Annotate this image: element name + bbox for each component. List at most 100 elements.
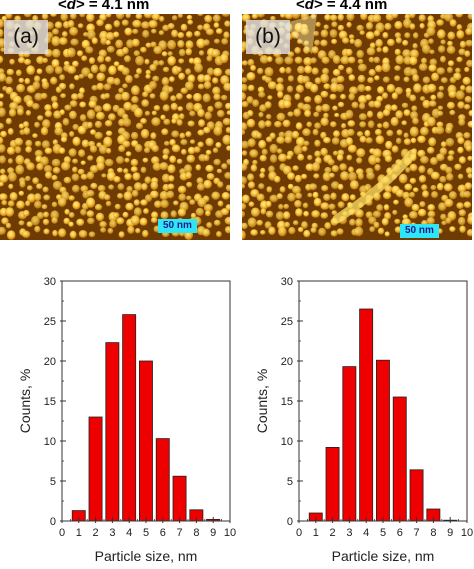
afm-grain [421, 184, 428, 191]
afm-grain [77, 168, 85, 175]
afm-grain [6, 230, 16, 240]
afm-grain [36, 68, 43, 75]
afm-grain [112, 31, 120, 38]
afm-grain [202, 228, 211, 237]
afm-grain [287, 172, 295, 181]
afm-grain [310, 14, 317, 20]
afm-grain [1, 15, 7, 22]
afm-grain [159, 190, 169, 201]
afm-grain [242, 77, 248, 83]
afm-grain [211, 191, 221, 200]
afm-grain [444, 14, 454, 22]
afm-grain [117, 193, 124, 199]
afm-grain [328, 172, 335, 178]
afm-grain [328, 203, 336, 210]
afm-grain [67, 65, 77, 74]
afm-grain [86, 29, 96, 40]
afm-grain [258, 120, 266, 129]
afm-grain [160, 199, 169, 209]
afm-grain [300, 27, 309, 36]
afm-grain [175, 92, 183, 100]
afm-grain [125, 14, 131, 19]
afm-grain [167, 56, 176, 66]
afm-grain [300, 14, 309, 21]
afm-grain [161, 51, 168, 57]
afm-grain [336, 75, 345, 83]
afm-grain [324, 14, 331, 21]
afm-grain [86, 171, 95, 180]
afm-grain [266, 56, 273, 63]
afm-grain [329, 93, 337, 100]
afm-grain [70, 38, 79, 46]
afm-grain [72, 158, 79, 164]
afm-grain [336, 228, 344, 235]
afm-grain [167, 23, 175, 30]
afm-grain [372, 14, 382, 23]
histogram-bar [172, 475, 187, 522]
afm-grain [395, 189, 404, 198]
afm-grain [348, 74, 356, 82]
afm-grain [359, 135, 367, 143]
afm-grain [412, 74, 420, 82]
afm-grain [247, 217, 257, 228]
afm-grain [122, 211, 129, 218]
afm-grain [294, 174, 302, 183]
afm-grain [256, 14, 266, 18]
afm-grain [217, 181, 224, 188]
afm-grain [327, 158, 335, 166]
afm-grain [222, 134, 230, 145]
y-tick-label: 10 [44, 436, 56, 448]
afm-grain [162, 66, 170, 73]
afm-grain [251, 14, 259, 19]
afm-grain [5, 76, 13, 85]
afm-grain [216, 231, 222, 238]
afm-grain [463, 104, 471, 110]
afm-grain [384, 185, 393, 193]
afm-grain [313, 111, 320, 118]
x-tick-label: 6 [397, 527, 403, 539]
afm-grain [16, 108, 24, 116]
afm-grain [365, 94, 372, 101]
afm-grain [286, 85, 294, 93]
afm-grain [24, 77, 31, 85]
afm-grain [97, 184, 106, 192]
afm-grain [280, 14, 286, 18]
afm-grain [341, 193, 350, 202]
afm-grain [284, 56, 294, 65]
afm-grain [250, 229, 258, 236]
afm-grain [377, 86, 385, 94]
afm-grain [162, 24, 170, 32]
afm-grain [51, 95, 58, 103]
afm-grain [301, 173, 308, 180]
afm-grain [87, 155, 94, 161]
afm-grain [458, 156, 466, 164]
afm-grain [197, 197, 207, 208]
afm-grain [426, 146, 435, 154]
afm-grain [331, 21, 338, 28]
afm-grain [428, 100, 437, 107]
afm-grain [242, 60, 248, 66]
afm-grain [57, 197, 67, 207]
afm-grain [242, 163, 248, 171]
afm-grain [430, 94, 437, 101]
afm-grain [40, 126, 49, 136]
afm-grain [171, 130, 180, 138]
afm-grain [36, 162, 44, 171]
afm-grain [463, 201, 472, 208]
afm-grain [286, 154, 292, 160]
afm-grain [374, 128, 382, 136]
afm-grain [310, 227, 317, 234]
afm-grain [372, 210, 381, 218]
afm-grain [186, 195, 192, 201]
afm-grain [154, 200, 162, 208]
afm-grain [429, 157, 438, 165]
afm-grain [395, 110, 403, 119]
afm-grain [422, 99, 431, 109]
afm-grain [356, 49, 364, 59]
afm-grain [96, 161, 105, 171]
afm-grain [467, 215, 472, 225]
afm-grain [304, 96, 312, 103]
afm-grain [113, 212, 120, 219]
afm-grain [96, 72, 106, 82]
afm-grain [34, 193, 42, 202]
